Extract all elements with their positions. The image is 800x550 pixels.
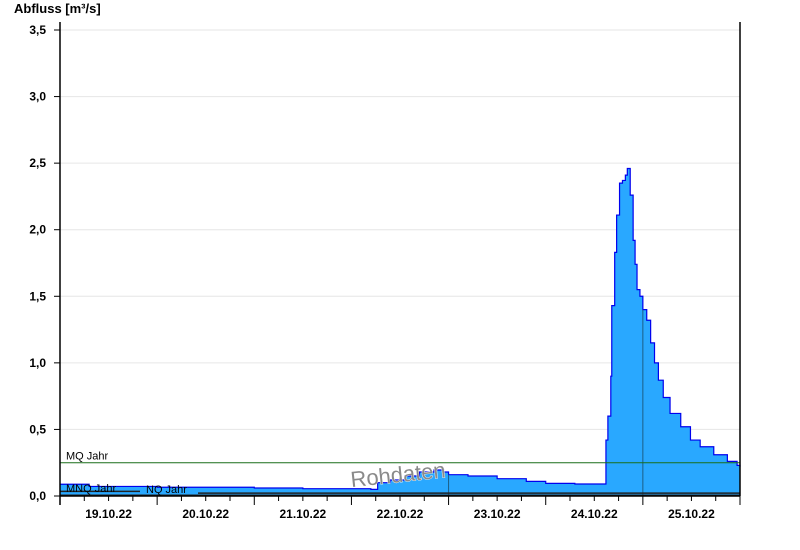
reference-line-label: MNQ Jahr [66,483,116,495]
x-tick-label: 19.10.22 [85,507,132,521]
y-tick-label: 2,0 [29,223,46,237]
discharge-line [60,167,741,490]
y-tick-label: 3,0 [29,90,46,104]
x-tick-label: 22.10.22 [377,507,424,521]
x-tick-label: 20.10.22 [182,507,229,521]
y-tick-label: 1,5 [29,289,46,303]
reference-line-label: MQ Jahr [66,451,109,463]
chart-title: Abfluss [m³/s] [14,1,101,16]
y-tick-label: 1,0 [29,356,46,370]
discharge-area [60,168,740,496]
reference-line-label: NQ Jahr [146,484,187,496]
y-tick-label: 2,5 [29,156,46,170]
y-tick-label: 0,5 [29,422,46,436]
x-tick-label: 21.10.22 [279,507,326,521]
x-tick-label: 23.10.22 [474,507,521,521]
x-tick-label: 25.10.22 [668,507,715,521]
y-tick-label: 0,0 [29,489,46,503]
y-tick-label: 3,5 [29,23,46,37]
x-tick-label: 24.10.22 [571,507,618,521]
